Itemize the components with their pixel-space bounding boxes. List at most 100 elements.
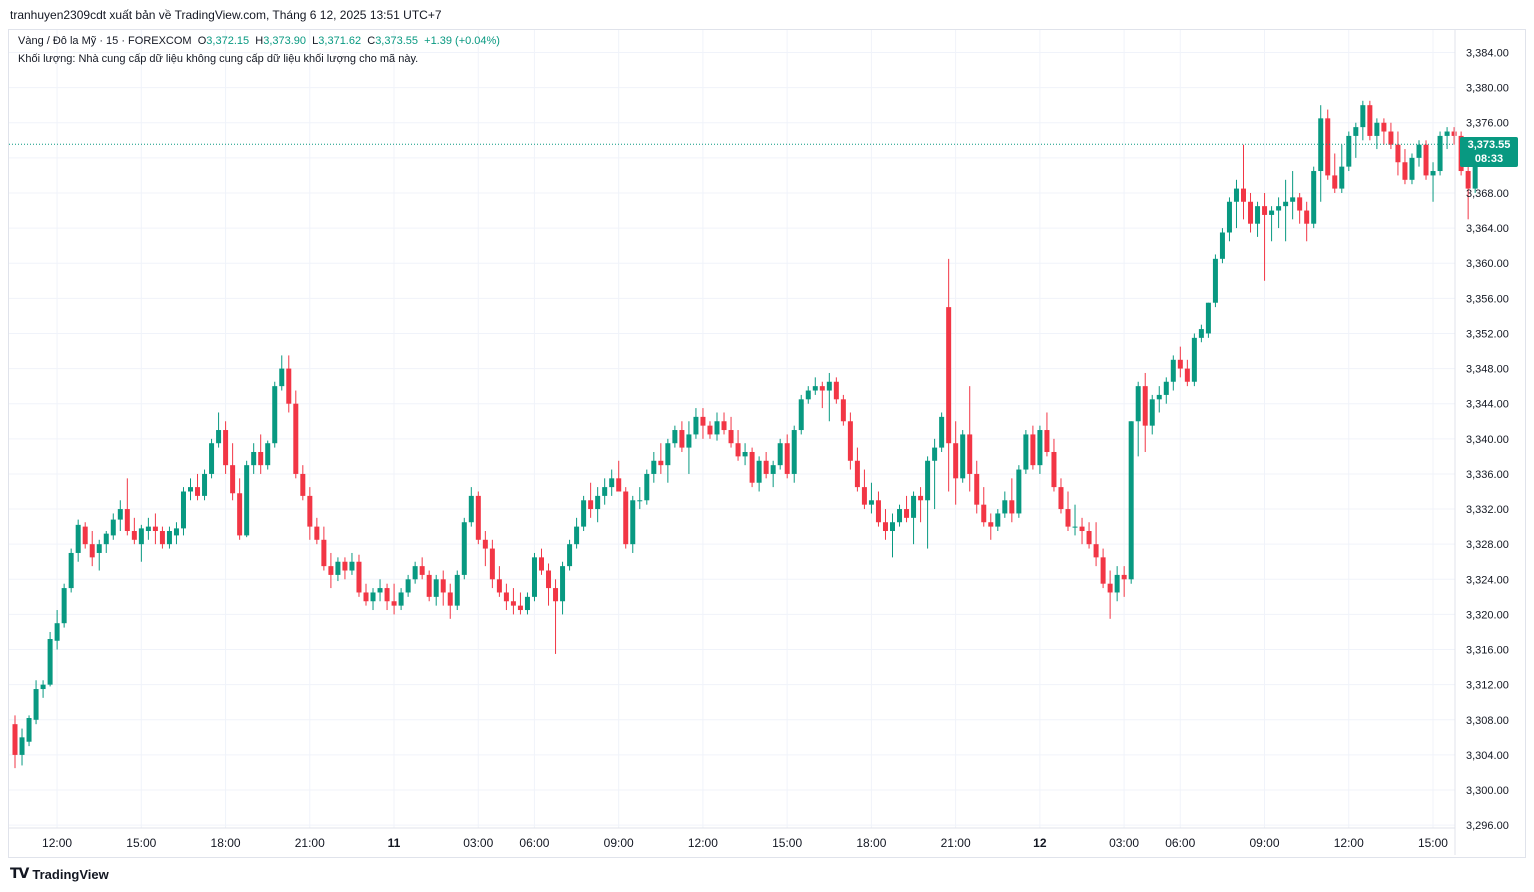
candle-body <box>75 524 81 553</box>
y-tick-label: 3,364.00 <box>1466 223 1509 235</box>
candle-body <box>216 430 222 444</box>
candle-body <box>110 519 116 536</box>
candle-body <box>47 639 53 685</box>
candle-body <box>1283 201 1289 207</box>
candle-body <box>735 443 741 457</box>
candle-body <box>89 544 95 558</box>
candle-body <box>1128 421 1134 580</box>
tradingview-logo-icon: TV <box>10 866 29 882</box>
x-tick-label: 11 <box>388 836 401 850</box>
candle-body <box>623 491 629 545</box>
candle-body <box>349 561 355 571</box>
candle-body <box>166 531 172 545</box>
candle-body <box>868 500 874 505</box>
high-label: H <box>255 35 264 47</box>
candle-body <box>546 570 552 589</box>
candle-body <box>1177 359 1183 369</box>
y-tick-label: 3,324.00 <box>1466 574 1509 586</box>
attribution-text: tranhuyen2309cdt xuất bản về TradingView… <box>10 8 442 22</box>
candle-body <box>489 548 495 580</box>
candle-body <box>377 588 383 593</box>
candle-body <box>244 465 250 536</box>
candle-body <box>103 533 109 545</box>
candle-body <box>82 526 88 545</box>
candle-body <box>574 526 580 545</box>
candle-body <box>1100 557 1106 584</box>
candle-body <box>539 557 544 571</box>
candle-body <box>124 509 130 532</box>
candle-body <box>1332 175 1338 189</box>
candle-body <box>609 478 615 488</box>
candle-body <box>791 430 797 474</box>
candle-body <box>1226 201 1232 233</box>
candle-body <box>749 451 755 483</box>
candle-body <box>384 588 390 602</box>
x-tick-label: 06:00 <box>1165 836 1195 850</box>
candle-body <box>588 500 594 510</box>
candle-body <box>1016 469 1022 514</box>
candle-body <box>461 522 467 575</box>
candle-body <box>173 528 179 536</box>
candle-body <box>19 737 25 755</box>
candle-body <box>356 561 362 593</box>
x-tick-label: 06:00 <box>519 836 549 850</box>
candle-body <box>672 430 678 444</box>
y-tick-label: 3,300.00 <box>1466 785 1509 797</box>
candle-body <box>1297 197 1303 211</box>
candle-body <box>202 473 208 496</box>
candle-body <box>117 509 123 520</box>
candle-body <box>840 399 846 422</box>
candle-body <box>363 592 369 602</box>
candle-body <box>496 579 502 593</box>
candle-body <box>939 416 945 448</box>
candle-body <box>875 500 881 523</box>
candle-body <box>1430 171 1436 176</box>
candle-body <box>258 451 264 466</box>
candle-body <box>1381 122 1387 132</box>
candle-body <box>131 531 137 540</box>
price-axis: 3,384.00 3,380.00 3,376.00 3,368.00 3,364.00… <box>1454 30 1509 855</box>
candle-body <box>468 495 474 523</box>
candle-body <box>1121 574 1127 580</box>
candle-body <box>1409 157 1415 180</box>
last-price-value: 3,373.55 <box>1467 139 1511 151</box>
candle-body <box>714 421 720 435</box>
candle-body <box>707 425 713 435</box>
candle-body <box>482 539 488 549</box>
candle-body <box>475 495 481 540</box>
candle-body <box>1374 122 1380 136</box>
candle-body <box>398 592 404 606</box>
candle-body <box>693 416 699 435</box>
symbol-name[interactable]: Vàng / Đô la Mỹ · 15 · FOREXCOM <box>18 35 192 47</box>
high-value: 3,373.90 <box>263 35 307 47</box>
x-tick-label: 09:00 <box>1249 836 1279 850</box>
candle-body <box>960 434 966 479</box>
candle-body <box>1156 394 1162 400</box>
x-tick-label: 12:00 <box>688 836 718 850</box>
candle-body <box>665 443 671 466</box>
candle-body <box>1241 188 1246 202</box>
candle-body <box>904 509 910 518</box>
symbol-legend: Vàng / Đô la Mỹ · 15 · FOREXCOM O3,372.1… <box>18 35 500 47</box>
candle-body <box>953 443 959 479</box>
candle-body <box>61 588 67 624</box>
candle-body <box>1170 359 1176 382</box>
grid-lines <box>9 30 1455 828</box>
candle-body <box>96 544 102 553</box>
y-tick-label: 3,316.00 <box>1466 645 1509 657</box>
footer-brand[interactable]: TV TradingView <box>10 866 109 882</box>
candle-body <box>1072 526 1078 528</box>
candle-body <box>967 434 973 474</box>
candle-body <box>1051 451 1057 488</box>
candle-body <box>1262 206 1268 215</box>
candle-body <box>391 601 397 606</box>
x-tick-label: 21:00 <box>941 836 971 850</box>
candle-body <box>1163 381 1169 395</box>
candle-body <box>1444 131 1450 136</box>
candle-body <box>995 513 1001 527</box>
candle-body <box>286 368 292 404</box>
candle-body <box>223 430 229 466</box>
candle-body <box>637 500 643 502</box>
close-label: C <box>367 35 376 47</box>
